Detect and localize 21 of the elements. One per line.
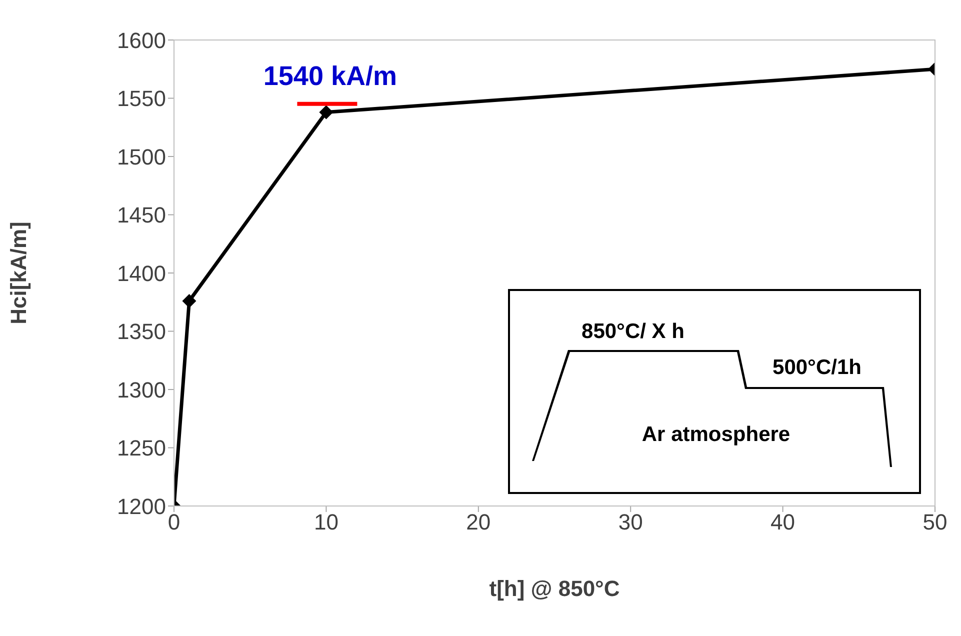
y-tick-label: 1550 [117,86,166,112]
y-tick-label: 1250 [117,436,166,461]
x-tick-label: 0 [168,510,180,535]
y-tick-label: 1450 [117,202,166,228]
x-tick-label: 50 [922,510,948,535]
y-tick-label: 1400 [117,260,166,286]
x-tick-label: 40 [770,510,796,535]
y-tick-label: 1500 [117,144,166,170]
x-tick-label: 30 [618,510,643,535]
y-tick-label: 1600 [117,28,166,53]
annotation: 500°C/1h [772,356,862,379]
x-axis-title: t[h] @ 850°C [489,576,620,601]
annotation: 850°C/ X h [582,320,684,343]
annotation: Ar atmosphere [642,423,790,446]
y-axis-title: Hci[kA/m] [6,222,31,324]
annotation: 1540 kA/m [263,60,397,91]
y-tick-label: 1200 [117,494,166,519]
y-tick-label: 1300 [117,377,166,402]
x-tick-label: 10 [314,510,338,535]
y-tick-label: 1350 [117,319,166,344]
x-tick-label: 20 [466,510,491,535]
